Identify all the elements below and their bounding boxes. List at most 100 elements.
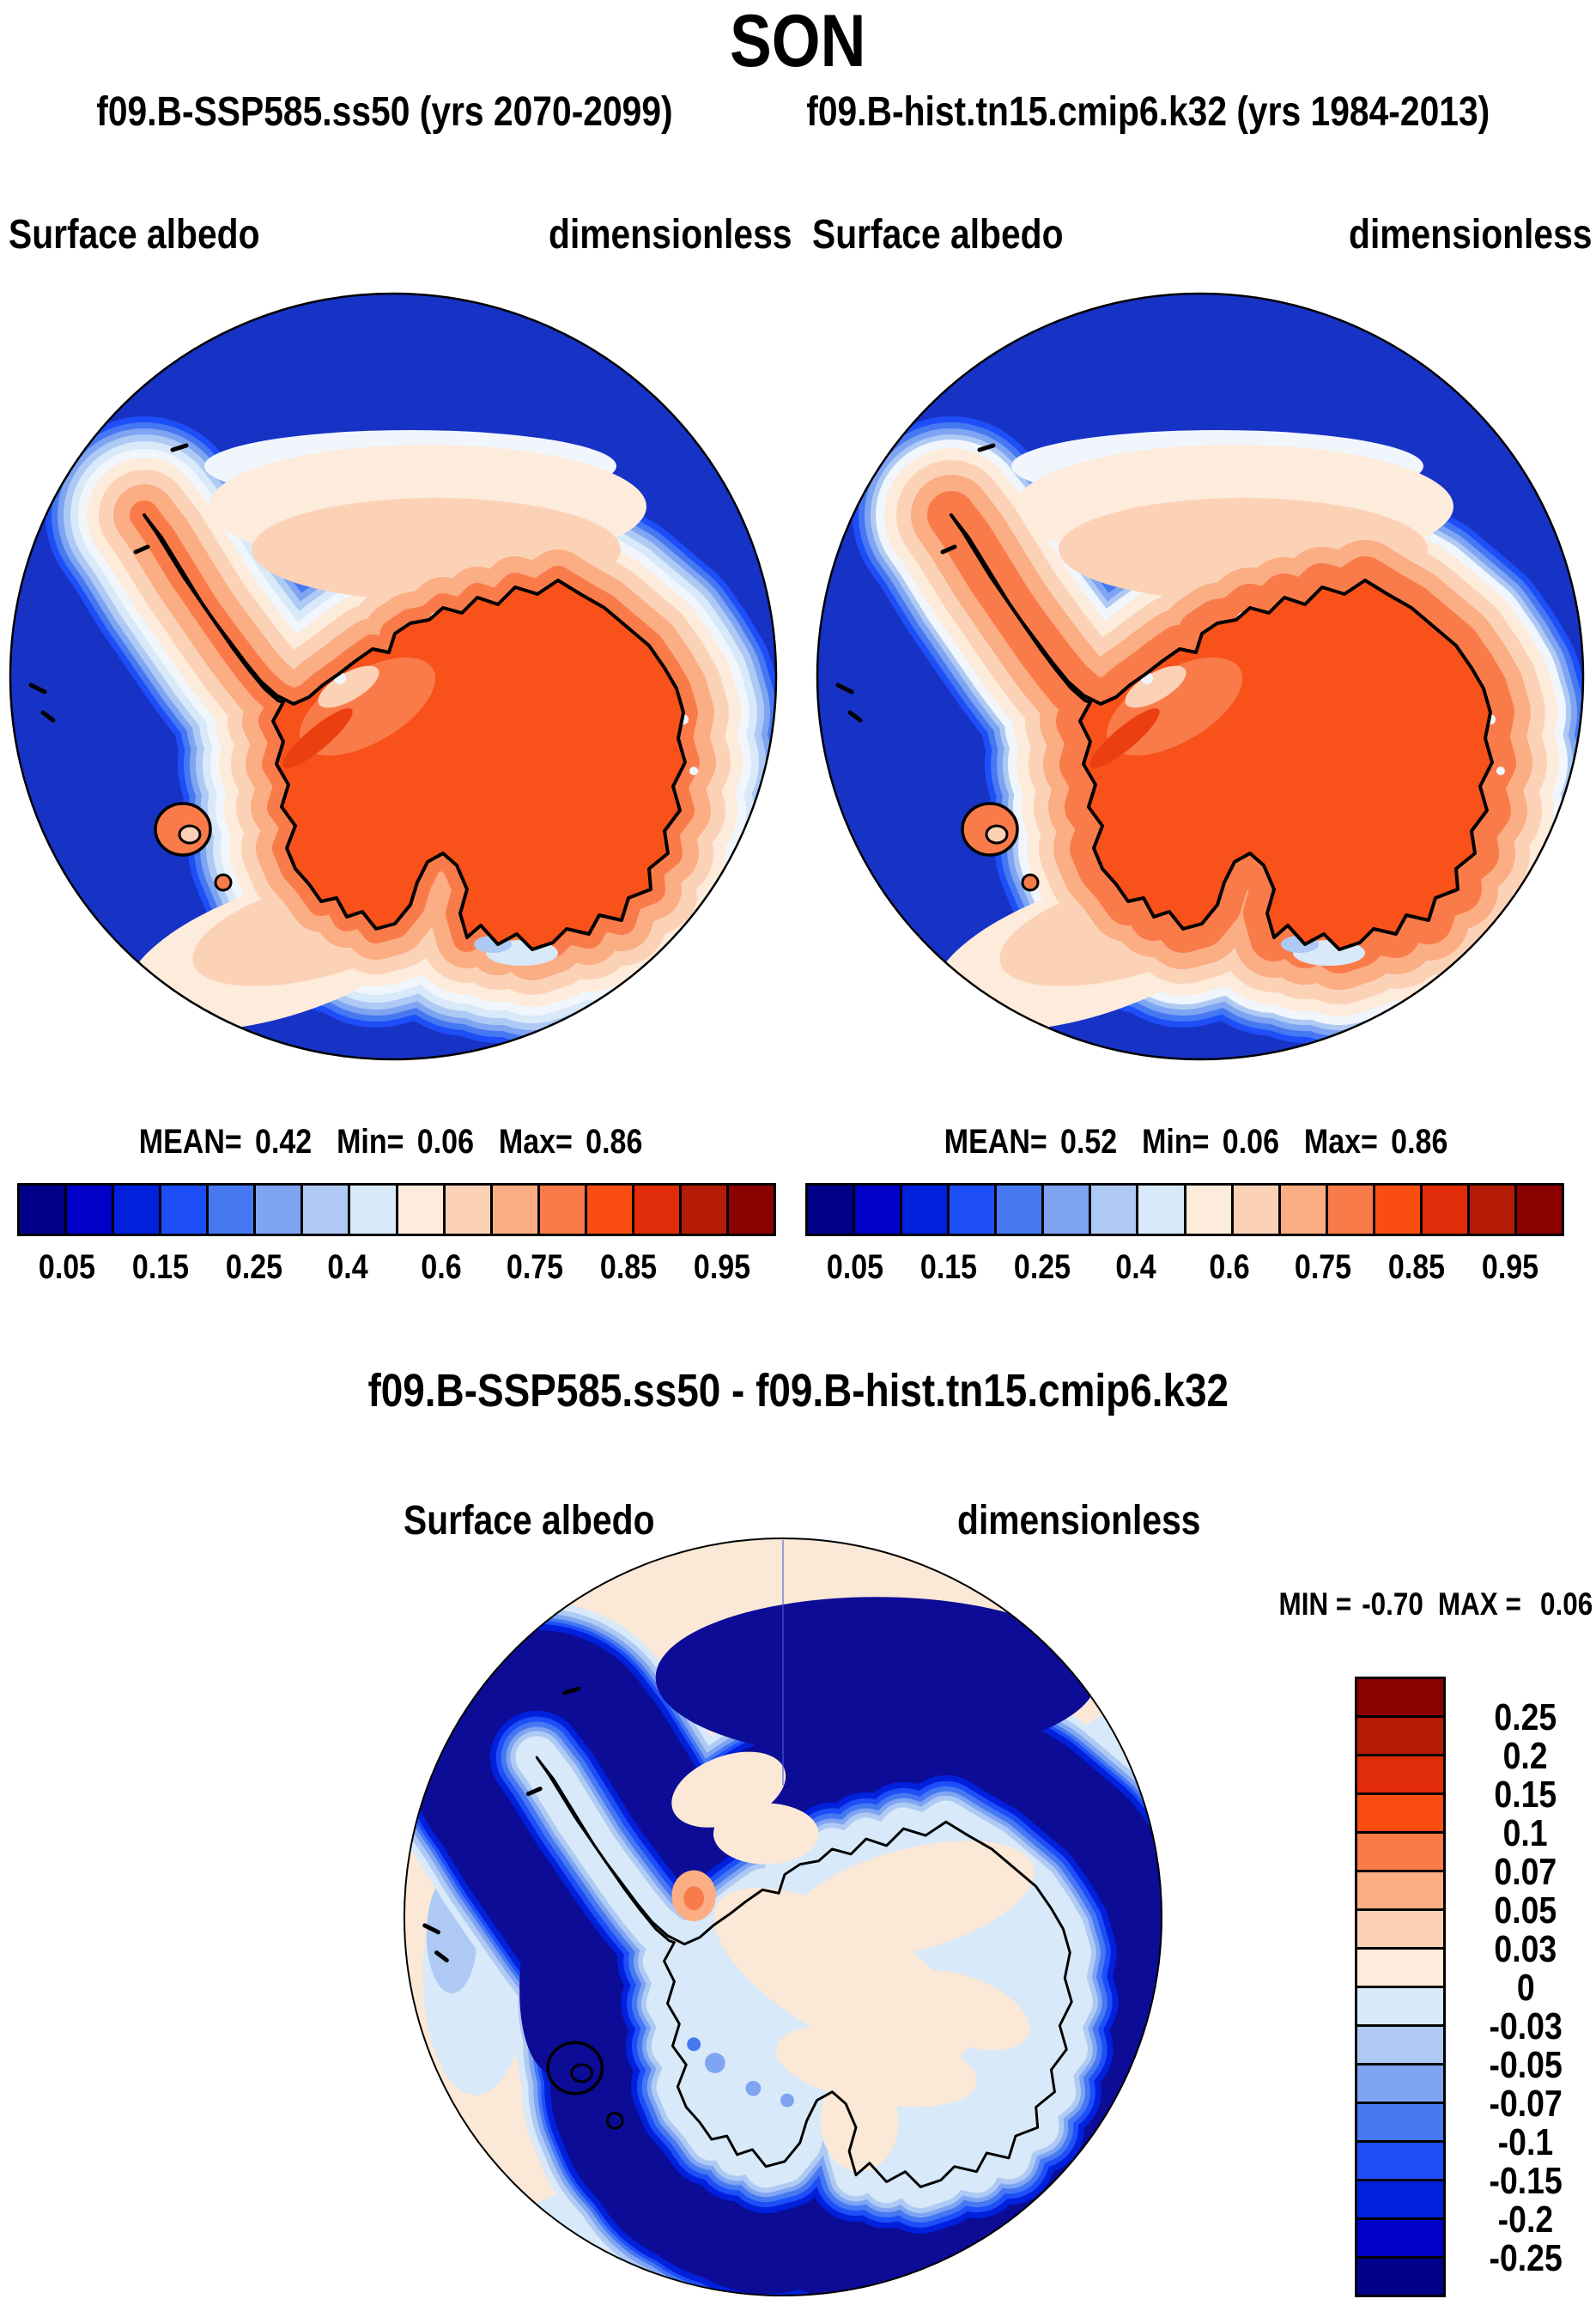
colorbar-cell xyxy=(853,1186,901,1234)
diff-colorbar-tick-text: -0.1 xyxy=(1497,2121,1554,2163)
left-units-label: dimensionless xyxy=(548,212,792,258)
colorbar-cell xyxy=(300,1186,349,1234)
colorbar-tick-text: 0.95 xyxy=(1481,1248,1538,1286)
diff-colorbar-tick-text: 0.03 xyxy=(1494,1928,1557,1970)
colorbar-tick-label: 0.75 xyxy=(501,1246,568,1288)
diff-colorbar-tick-label: 0.15 xyxy=(1453,1776,1596,1814)
colorbar-tick-label: 0.6 xyxy=(1205,1246,1253,1288)
colorbar-cell xyxy=(1372,1186,1420,1234)
colorbar-cell xyxy=(994,1186,1042,1234)
left-panel-stats: MEAN= 0.42 Min= 0.06 Max= 0.86 xyxy=(13,1121,768,1162)
diff-colorbar-cell xyxy=(1357,1870,1443,1908)
diff-colorbar-tick-label: 0.2 xyxy=(1453,1738,1596,1775)
colorbar-tick-label: 0.05 xyxy=(822,1246,889,1288)
colorbar-tick-label: 0.85 xyxy=(1383,1246,1450,1288)
left-panel-variable-row: Surface albedo dimensionless xyxy=(9,211,792,259)
diff-colorbar-cell xyxy=(1357,2179,1443,2217)
colorbar-cell xyxy=(395,1186,443,1234)
colorbar-cell xyxy=(159,1186,207,1234)
colorbar-cell xyxy=(442,1186,490,1234)
colorbar-tick-label: 0.25 xyxy=(221,1246,288,1288)
right-min-label: Min= xyxy=(1142,1123,1210,1161)
diff-colorbar-cell xyxy=(1357,1947,1443,1986)
colorbar-cell xyxy=(1089,1186,1137,1234)
diff-colorbar-tick-text: -0.15 xyxy=(1489,2160,1563,2202)
diff-minmax-text: MIN = -0.70 MAX = 0.06 xyxy=(1278,1585,1593,1624)
colorbar-tick-text: 0.85 xyxy=(599,1248,657,1286)
left-variable-label: Surface albedo xyxy=(9,212,260,258)
colorbar-tick-text: 0.4 xyxy=(1114,1248,1156,1286)
diff-colorbar-tick-label: 0.05 xyxy=(1453,1892,1596,1930)
right-min-value: 0.06 xyxy=(1222,1123,1279,1161)
diff-colorbar-tick-text: -0.03 xyxy=(1489,2005,1563,2047)
right-max-value: 0.86 xyxy=(1391,1123,1448,1161)
colorbar-cell xyxy=(947,1186,995,1234)
colorbar-tick-label: 0.95 xyxy=(1477,1246,1544,1288)
colorbar-cell xyxy=(725,1186,774,1234)
diff-units-label: dimensionless xyxy=(956,1498,1200,1544)
colorbar-cell xyxy=(1041,1186,1089,1234)
diff-min-value: -0.70 xyxy=(1362,1586,1423,1622)
right-colorbar xyxy=(805,1183,1564,1236)
diff-colorbar-tick-label: -0.03 xyxy=(1453,2008,1596,2046)
diff-colorbar-tick-text: 0.15 xyxy=(1494,1774,1557,1816)
colorbar-tick-text: 0.6 xyxy=(1208,1248,1250,1286)
diff-colorbar-tick-text: 0 xyxy=(1516,1967,1535,2009)
colorbar-cell xyxy=(678,1186,726,1234)
right-variable-label: Surface albedo xyxy=(812,212,1064,258)
diff-colorbar-tick-text: 0.25 xyxy=(1494,1696,1557,1738)
colorbar-tick-text: 0.05 xyxy=(826,1248,883,1286)
diff-colorbar-tick-text: -0.25 xyxy=(1489,2237,1563,2279)
diff-colorbar-cell xyxy=(1357,1679,1443,1715)
colorbar-cell xyxy=(1514,1186,1562,1234)
colorbar-tick-label: 0.4 xyxy=(324,1246,372,1288)
colorbar-tick-text: 0.85 xyxy=(1387,1248,1445,1286)
colorbar-tick-text: 0.15 xyxy=(919,1248,977,1286)
colorbar-cell xyxy=(1466,1186,1514,1234)
colorbar-cell xyxy=(537,1186,585,1234)
colorbar-tick-label: 0.6 xyxy=(417,1246,465,1288)
season-title: SON xyxy=(0,0,1596,82)
diff-colorbar-cell xyxy=(1357,2024,1443,2063)
left-min-value: 0.06 xyxy=(416,1123,474,1161)
colorbar-tick-label: 0.15 xyxy=(915,1246,982,1288)
colorbar-cell xyxy=(900,1186,948,1234)
season-title-text: SON xyxy=(730,0,866,82)
colorbar-cell xyxy=(1419,1186,1467,1234)
colorbar-cell xyxy=(64,1186,112,1234)
colorbar-tick-label: 0.85 xyxy=(595,1246,662,1288)
diff-colorbar-tick-label: -0.1 xyxy=(1453,2124,1596,2162)
left-stats-text: MEAN= 0.42 Min= 0.06 Max= 0.86 xyxy=(139,1121,643,1162)
diff-colorbar-tick-label: -0.07 xyxy=(1453,2085,1596,2123)
colorbar-tick-label: 0.75 xyxy=(1290,1246,1356,1288)
colorbar-cell xyxy=(1136,1186,1184,1234)
diff-max-label: MAX = xyxy=(1437,1586,1521,1622)
right-panel-stats: MEAN= 0.52 Min= 0.06 Max= 0.86 xyxy=(818,1121,1574,1162)
colorbar-tick-label: 0.25 xyxy=(1009,1246,1076,1288)
diff-max-value: 0.06 xyxy=(1539,1586,1593,1622)
diff-colorbar-tick-label: -0.15 xyxy=(1453,2162,1596,2200)
colorbar-cell xyxy=(206,1186,254,1234)
right-colorbar-ticks: 0.05 0.15 0.25 0.4 0.6 0.75 0.85 0.95 xyxy=(805,1246,1559,1289)
colorbar-cell xyxy=(20,1186,65,1234)
diff-colorbar-tick-label: -0.05 xyxy=(1453,2047,1596,2084)
right-stats-text: MEAN= 0.52 Min= 0.06 Max= 0.86 xyxy=(944,1121,1448,1162)
diff-min-label: MIN = xyxy=(1278,1586,1352,1622)
colorbar-tick-text: 0.95 xyxy=(693,1248,750,1286)
colorbar-cell xyxy=(631,1186,679,1234)
run-name-right: f09.B-hist.tn15.cmip6.k32 (yrs 1984-2013… xyxy=(806,89,1490,135)
colorbar-tick-label: 0.95 xyxy=(689,1246,756,1288)
diff-colorbar-cell xyxy=(1357,2102,1443,2140)
right-mean-value: 0.52 xyxy=(1059,1123,1118,1161)
colorbar-tick-label: 0.15 xyxy=(127,1246,194,1288)
left-mean-value: 0.42 xyxy=(254,1123,313,1161)
diff-colorbar-tick-label: 0.25 xyxy=(1453,1699,1596,1737)
diff-colorbar-cell xyxy=(1357,2256,1443,2295)
colorbar-tick-text: 0.75 xyxy=(506,1248,563,1286)
diff-colorbar-cell xyxy=(1357,1792,1443,1831)
left-max-value: 0.86 xyxy=(586,1123,643,1161)
colorbar-cell xyxy=(1183,1186,1231,1234)
diff-colorbar-cell xyxy=(1357,1715,1443,1754)
diff-variable-label: Surface albedo xyxy=(404,1498,655,1544)
diff-colorbar-tick-label: 0.07 xyxy=(1453,1853,1596,1891)
